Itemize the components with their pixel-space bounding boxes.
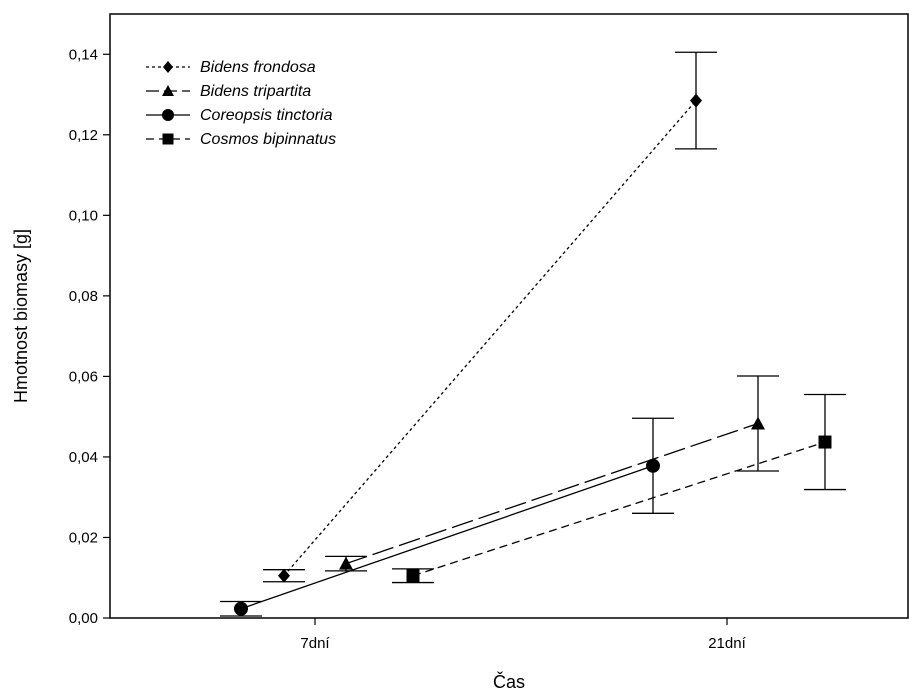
legend: Bidens frondosa Bidens tripartita Coreopsi… (146, 59, 336, 148)
data-point-square (406, 569, 420, 583)
data-point-diamond (163, 61, 173, 73)
x-tick-label: 21dní (708, 635, 746, 652)
series-coreopsis-tinctoria (220, 417, 674, 617)
series-layer (220, 51, 846, 617)
data-point-triangle (162, 85, 174, 96)
plot-frame (109, 13, 909, 619)
series-line (283, 100, 697, 577)
legend-label: Cosmos bipinnatus (200, 131, 336, 148)
x-axis: 7dní 21dní (300, 618, 747, 652)
data-point-diamond (278, 568, 290, 583)
series-line (240, 465, 654, 610)
data-point-circle (234, 601, 248, 616)
data-point-square (162, 133, 174, 145)
legend-label: Coreopsis tinctoria (200, 107, 333, 124)
x-axis-title: Čas (493, 671, 525, 692)
y-tick-label: 0,10 (69, 207, 98, 224)
x-tick-label: 7dní (300, 635, 330, 652)
series-bidens-frondosa (263, 51, 717, 583)
y-tick-label: 0,02 (69, 529, 98, 546)
y-tick-label: 0,12 (69, 127, 98, 144)
series-bidens-tripartita (325, 375, 779, 572)
data-point-circle (646, 458, 660, 473)
data-point-triangle (751, 416, 765, 430)
data-point-square (818, 435, 832, 449)
y-axis-title: Hmotnost biomasy [g] (11, 229, 31, 403)
y-tick-label: 0,00 (69, 610, 98, 627)
series-cosmos-bipinnatus (392, 393, 846, 584)
legend-label: Bidens tripartita (200, 83, 311, 100)
y-tick-label: 0,14 (69, 46, 98, 63)
series-line (412, 441, 826, 577)
data-point-circle (162, 109, 174, 121)
y-tick-label: 0,04 (69, 449, 98, 466)
data-point-diamond (690, 93, 702, 108)
data-point-triangle (339, 556, 353, 570)
series-line (345, 422, 759, 565)
y-tick-label: 0,08 (69, 288, 98, 305)
y-axis: 0,00 0,02 0,04 0,06 0,08 0,10 0,12 0,14 (69, 46, 110, 627)
y-tick-label: 0,06 (69, 368, 98, 385)
legend-label: Bidens frondosa (200, 59, 316, 76)
